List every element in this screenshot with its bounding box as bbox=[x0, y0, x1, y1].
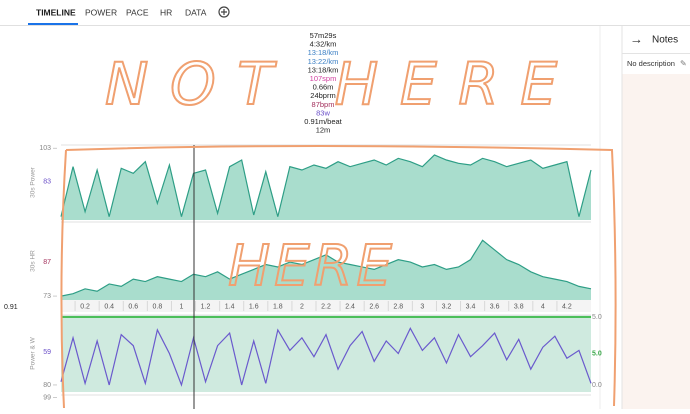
x-tick-label: 0.6 bbox=[128, 303, 138, 310]
notes-panel bbox=[622, 26, 690, 409]
handwritten-annotation: NOT HERE bbox=[105, 50, 565, 118]
x-tick-label: 2.4 bbox=[345, 303, 355, 310]
y-tick-label: 80 bbox=[43, 382, 51, 389]
stat-line: 57m29s bbox=[310, 31, 337, 40]
stat-line: 87bpm bbox=[312, 100, 335, 109]
series-line bbox=[60, 327, 592, 387]
notes-header-bg bbox=[622, 26, 690, 74]
x-tick-label: 0.8 bbox=[152, 303, 162, 310]
stat-line: 0.91m/beat bbox=[304, 117, 342, 126]
add-tab-plus bbox=[221, 9, 227, 15]
cursor-x-label: 0.91 bbox=[4, 304, 18, 311]
handwritten-annotation: HERE bbox=[228, 234, 396, 299]
x-tick-label: 0.2 bbox=[80, 303, 90, 310]
panel-label: Power & W bbox=[30, 336, 37, 369]
collapse-arrow[interactable]: → bbox=[630, 31, 643, 46]
cursor-value: 59 bbox=[43, 349, 51, 356]
y2-tick-label: 5.0 bbox=[592, 314, 602, 321]
panel-background bbox=[61, 315, 591, 392]
y-tick-label: 99 bbox=[43, 394, 51, 401]
stat-line: 24bprm bbox=[310, 91, 335, 100]
tab[interactable]: PACE bbox=[126, 7, 149, 17]
stat-line: 13:18/km bbox=[308, 65, 339, 74]
stat-line: 83w bbox=[316, 108, 330, 117]
series-line bbox=[60, 154, 592, 217]
tab[interactable]: TIMELINE bbox=[36, 7, 76, 17]
notes-title: Notes bbox=[652, 35, 678, 46]
x-tick-label: 2.8 bbox=[393, 303, 403, 310]
stat-line: 0.66m bbox=[313, 83, 334, 92]
edit-icon[interactable]: ✎ bbox=[680, 59, 687, 68]
x-tick-label: 4 bbox=[541, 303, 545, 310]
x-tick-label: 1.4 bbox=[225, 303, 235, 310]
y-tick-label: 73 bbox=[43, 293, 51, 300]
notes-description[interactable]: No description bbox=[627, 59, 675, 68]
series-line bbox=[60, 239, 592, 297]
add-tab[interactable] bbox=[218, 6, 230, 18]
x-tick-label: 1.2 bbox=[201, 303, 211, 310]
stat-line: 13:18/km bbox=[308, 48, 339, 57]
panel-label: 30s Power bbox=[30, 166, 37, 198]
y-tick-label: 103 bbox=[39, 145, 51, 152]
x-tick-label: 3.4 bbox=[466, 303, 476, 310]
x-tick-label: 3.6 bbox=[490, 303, 500, 310]
x-tick-label: 2.2 bbox=[321, 303, 331, 310]
y2-cursor-value: 5.0 bbox=[592, 350, 602, 357]
x-tick-label: 1.6 bbox=[249, 303, 259, 310]
tab[interactable]: POWER bbox=[85, 7, 117, 17]
active-tab-indicator bbox=[28, 23, 78, 25]
x-tick-label: 0.4 bbox=[104, 303, 114, 310]
hand-drawn-box bbox=[60, 145, 617, 409]
x-tick-label: 3.2 bbox=[442, 303, 452, 310]
stat-line: 107spm bbox=[310, 74, 337, 83]
y2-tick-label: 0.0 bbox=[592, 382, 602, 389]
panel-label: 30s HR bbox=[30, 250, 37, 272]
stat-line: 4:32/km bbox=[310, 40, 337, 49]
x-tick-label: 2.6 bbox=[369, 303, 379, 310]
x-tick-label: 2 bbox=[300, 303, 304, 310]
x-tick-label: 3.8 bbox=[514, 303, 524, 310]
x-tick-label: 4.2 bbox=[562, 303, 572, 310]
x-tick-label: 3 bbox=[420, 303, 424, 310]
x-tick-label: 1 bbox=[180, 303, 184, 310]
tab[interactable]: DATA bbox=[185, 7, 207, 17]
cursor-value: 87 bbox=[43, 259, 51, 266]
cursor-value: 83 bbox=[43, 179, 51, 186]
x-tick-label: 1.8 bbox=[273, 303, 283, 310]
stat-line: 12m bbox=[316, 126, 331, 135]
stat-line: 13:22/km bbox=[308, 57, 339, 66]
tab[interactable]: HR bbox=[160, 7, 172, 17]
